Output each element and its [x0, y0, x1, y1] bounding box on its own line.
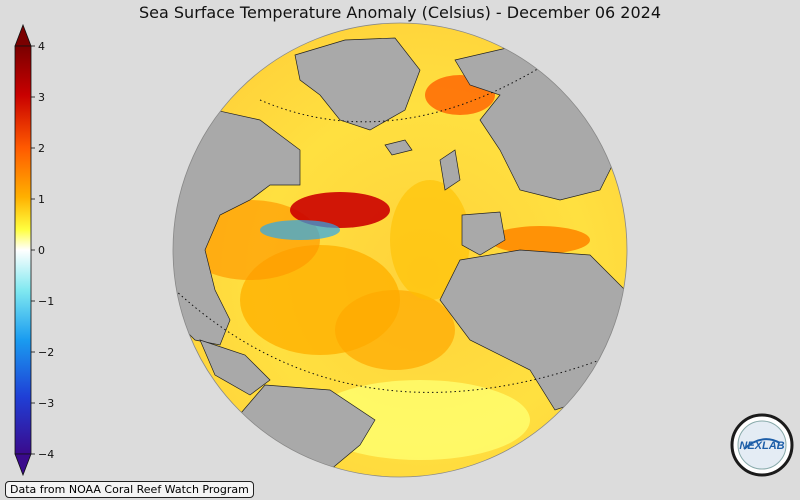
- nexlab-logo-icon[interactable]: NEXLAB: [730, 413, 794, 477]
- gulf-stream-hotspot: [290, 192, 390, 228]
- cold-anomaly-patch: [260, 220, 340, 240]
- map-title: Sea Surface Temperature Anomaly (Celsius…: [139, 3, 661, 22]
- colorbar-tick-label: 1: [38, 193, 45, 206]
- colorbar: 4 3 2 1 0 −1 −2 −3 −4: [14, 23, 54, 477]
- colorbar-tick-label: 4: [38, 40, 45, 53]
- colorbar-tick-label: −2: [38, 346, 54, 359]
- globe-outline: [172, 22, 628, 478]
- data-credit-label: Data from NOAA Coral Reef Watch Program: [5, 481, 254, 498]
- colorbar-tick-label: 2: [38, 142, 45, 155]
- colorbar-min-arrow: [14, 453, 32, 477]
- mediterranean-anomaly: [490, 226, 590, 254]
- colorbar-tick-label: −4: [38, 448, 54, 461]
- colorbar-tick-label: −3: [38, 397, 54, 410]
- colorbar-tick-label: −1: [38, 295, 54, 308]
- colorbar-tick-label: 3: [38, 91, 45, 104]
- colorbar-tick-label: 0: [38, 244, 45, 257]
- logo-text: NEXLAB: [739, 440, 784, 452]
